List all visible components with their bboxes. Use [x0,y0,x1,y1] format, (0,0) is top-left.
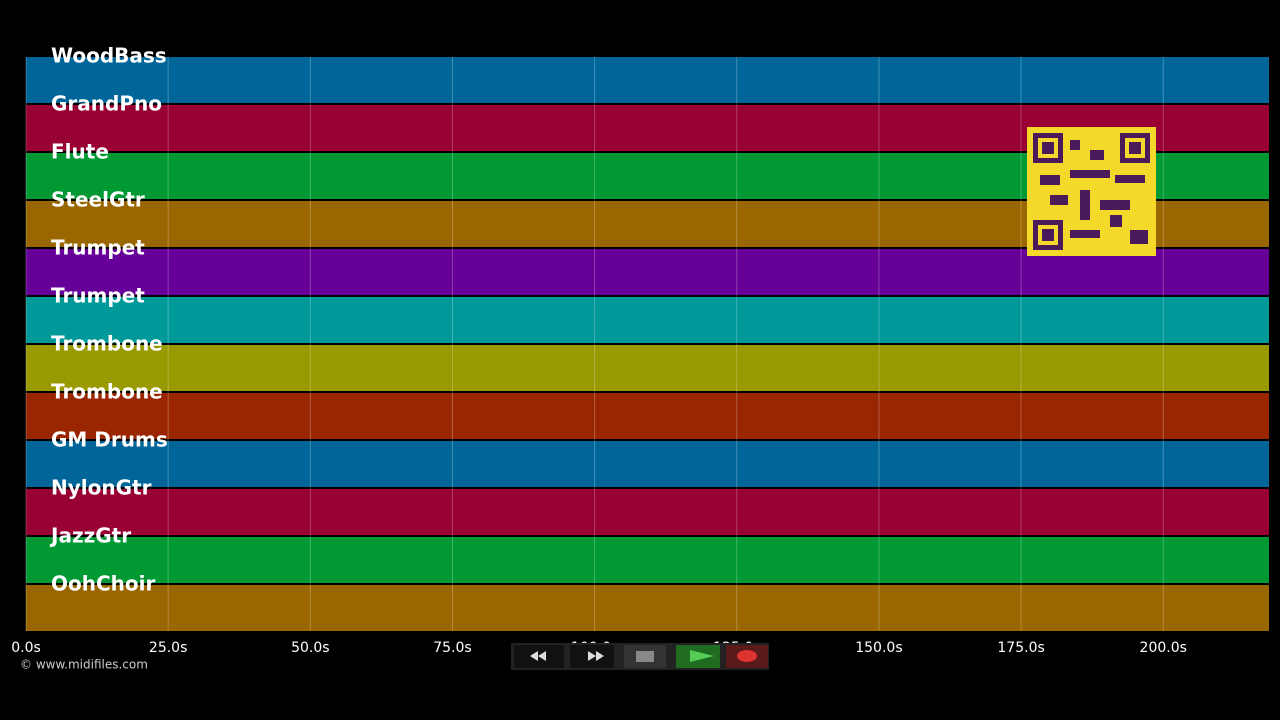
tick-label: 150.0s [855,640,902,656]
grid [25,57,1164,631]
track-band [26,345,1269,391]
track-label: Trumpet [51,284,145,308]
track-band [26,57,1269,103]
track-label: WoodBass [51,44,167,68]
tick-label: 75.0s [433,640,471,656]
copyright: © www.midifiles.com [20,658,148,672]
tick-label: 175.0s [997,640,1044,656]
track-label: Trombone [51,380,163,404]
track-band [26,297,1269,343]
track-band [26,489,1269,535]
track-label: NylonGtr [51,476,152,500]
track-label: GrandPno [51,92,162,116]
track-label: Flute [51,140,109,164]
track-label: Trumpet [51,236,145,260]
tick-label: 25.0s [149,640,187,656]
qr-code [1027,127,1156,256]
track-band [26,585,1269,631]
track-band [26,393,1269,439]
track-label: JazzGtr [49,524,131,548]
track-band [26,441,1269,487]
track-label: SteelGtr [51,188,145,212]
tick-label: 50.0s [291,640,329,656]
track-band [26,249,1269,295]
tick-label: 0.0s [11,640,41,656]
track-label: GM Drums [51,428,168,452]
track-label: OohChoir [51,572,155,596]
playback-controls [511,643,769,670]
tick-label: 200.0s [1140,640,1187,656]
track-band [26,537,1269,583]
track-label: Trombone [51,332,163,356]
